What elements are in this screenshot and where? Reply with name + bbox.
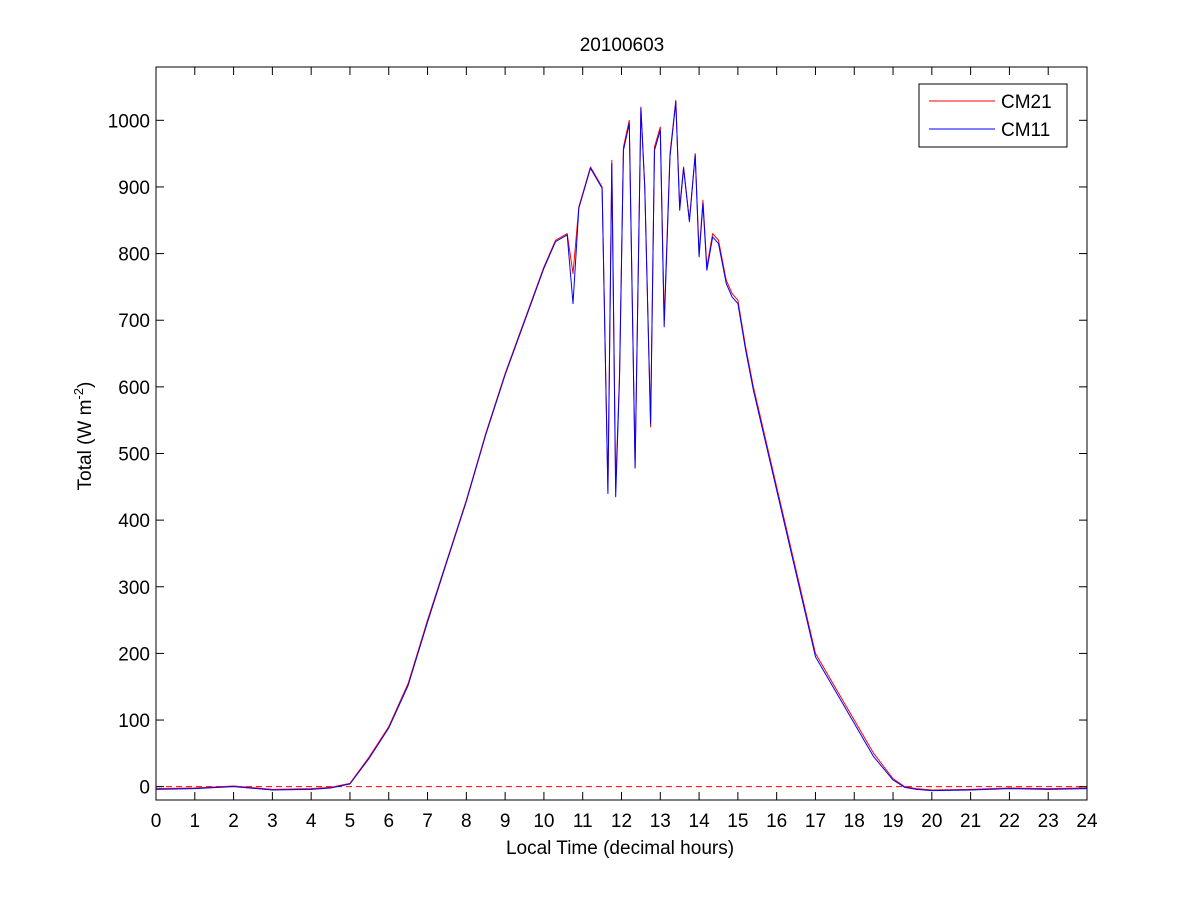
y-tick-label: 300: [118, 578, 150, 599]
y-tick-label: 900: [118, 178, 150, 199]
y-tick-label: 200: [118, 644, 150, 665]
x-tick-label: 9: [500, 811, 511, 832]
series-line-cm11: [155, 101, 1088, 792]
legend-label-cm11: CM11: [1001, 120, 1050, 141]
x-tick-label: 14: [689, 811, 711, 832]
y-tick-label: 700: [118, 311, 150, 332]
x-tick-label: 19: [882, 811, 903, 832]
plot-area: [155, 66, 1088, 801]
x-tick-label: 16: [766, 811, 787, 832]
legend-box: [918, 83, 1068, 148]
x-tick-label: 3: [267, 811, 278, 832]
x-tick-label: 8: [461, 811, 472, 832]
y-tick-label: 100: [118, 711, 150, 732]
x-tick-label: 6: [383, 811, 394, 832]
y-tick-label: 1000: [108, 111, 150, 132]
x-tick-label: 22: [999, 811, 1020, 832]
x-axis-ticks: 0 1 2 3 4 5 6 7 8 9 10 11 12 13 14 15 16 17 18 19 20 21 22 23 24: [151, 67, 1098, 832]
x-tick-label: 21: [960, 811, 981, 832]
plot-background: [156, 67, 1087, 800]
x-tick-label: 18: [844, 811, 865, 832]
x-tick-label: 7: [422, 811, 433, 832]
x-tick-label: 2: [228, 811, 239, 832]
x-tick-label: 15: [727, 811, 748, 832]
y-tick-label: 0: [139, 778, 150, 799]
y-axis-ticks: 0 100 200 300 400 500 600 700 800 900 1000: [108, 111, 1087, 799]
x-tick-label: 5: [345, 811, 356, 832]
x-tick-label: 4: [306, 811, 317, 832]
x-tick-label: 0: [151, 811, 162, 832]
y-tick-label: 500: [118, 444, 150, 465]
y-axis-label-superscript: -2: [71, 388, 86, 400]
x-tick-label: 11: [573, 811, 593, 832]
x-tick-label: 20: [921, 811, 942, 832]
y-axis-label: Total (W m-2): [71, 382, 96, 491]
legend-label-cm21: CM21: [1001, 92, 1052, 113]
y-tick-label: 400: [118, 511, 150, 532]
x-axis-label: Local Time (decimal hours): [506, 838, 734, 859]
x-tick-label: 10: [533, 811, 554, 832]
chart-title: 20100603: [580, 35, 665, 56]
x-tick-label: 24: [1076, 811, 1098, 832]
legend: CM21 CM11: [918, 83, 1068, 148]
y-axis-label-suffix: ): [75, 382, 96, 388]
y-tick-label: 800: [118, 245, 150, 266]
x-tick-label: 23: [1038, 811, 1059, 832]
y-tick-label: 600: [118, 378, 150, 399]
x-tick-label: 13: [650, 811, 671, 832]
x-tick-label: 17: [805, 811, 826, 832]
y-axis-label-prefix: Total (W m: [75, 400, 96, 491]
x-tick-label: 1: [190, 811, 201, 832]
x-tick-label: 12: [611, 811, 632, 832]
